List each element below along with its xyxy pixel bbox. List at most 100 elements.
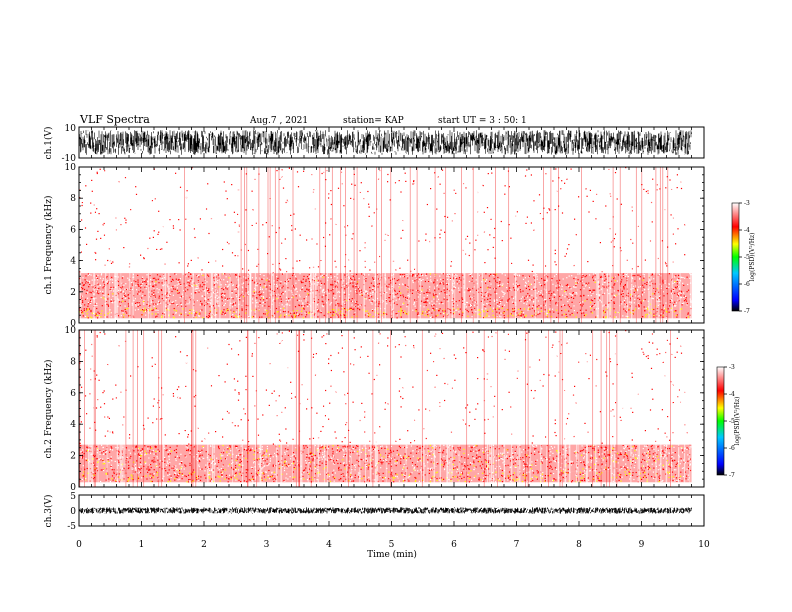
spectrogram-pixel bbox=[151, 215, 153, 217]
spectrogram-pixel bbox=[355, 302, 357, 305]
spectrogram-pixel bbox=[92, 243, 94, 245]
spectrogram-pixel bbox=[102, 284, 104, 287]
spectrogram-pixel bbox=[266, 297, 268, 300]
spectrogram-pixel bbox=[291, 315, 293, 317]
spectrogram-pixel bbox=[663, 310, 665, 312]
spectrogram-pixel bbox=[131, 238, 133, 240]
spectrogram-pixel bbox=[591, 171, 593, 173]
spectrogram-pixel bbox=[167, 308, 169, 310]
spectrogram-pixel bbox=[303, 308, 305, 310]
spectrogram-pixel bbox=[131, 304, 133, 306]
spectrogram-pixel bbox=[385, 268, 387, 270]
spectrogram-pixel bbox=[561, 246, 563, 249]
spectrogram-pixel bbox=[569, 234, 571, 236]
spectrogram-pixel bbox=[353, 308, 355, 310]
spectrogram-pixel bbox=[242, 300, 244, 302]
spectrogram-pixel bbox=[665, 269, 667, 271]
spectrogram-pixel bbox=[412, 187, 414, 189]
spectrogram-pixel bbox=[634, 280, 636, 282]
spectrogram-pixel bbox=[465, 270, 467, 272]
spectrogram-pixel bbox=[503, 188, 505, 190]
spectrogram-pixel bbox=[544, 309, 546, 311]
spectrogram-pixel bbox=[549, 307, 551, 309]
spectrogram-pixel bbox=[82, 269, 84, 271]
spectrogram-pixel bbox=[471, 190, 474, 192]
spectrogram-pixel bbox=[459, 291, 461, 293]
spectrogram-pixel bbox=[639, 216, 641, 218]
spectrogram-pixel bbox=[268, 317, 270, 319]
spectrogram-pixel bbox=[205, 287, 207, 289]
spectrogram-pixel bbox=[321, 305, 323, 307]
spectrogram-pixel bbox=[189, 311, 191, 313]
spectrogram-pixel bbox=[379, 225, 381, 227]
spectrogram-pixel bbox=[503, 207, 505, 209]
spectrogram-pixel bbox=[523, 300, 526, 302]
spectrogram-pixel bbox=[624, 306, 626, 308]
spectrogram-pixel bbox=[446, 273, 449, 276]
spectrogram-pixel bbox=[527, 223, 529, 225]
spectrogram-pixel bbox=[113, 215, 115, 218]
spectrogram-pixel bbox=[223, 279, 225, 281]
spectrogram-pixel bbox=[253, 309, 255, 311]
spectrogram-pixel bbox=[637, 225, 639, 227]
spectrogram-pixel bbox=[684, 181, 687, 183]
spectrogram-pixel bbox=[282, 311, 285, 313]
spectrogram-pixel bbox=[663, 172, 665, 174]
spectrogram-pixel bbox=[428, 310, 430, 312]
spectrogram-pixel bbox=[87, 317, 89, 319]
spectrogram-pixel bbox=[665, 187, 667, 189]
spectrogram-pixel bbox=[414, 280, 416, 282]
spectrogram-pixel bbox=[632, 313, 634, 315]
spectrogram-pixel bbox=[317, 213, 319, 215]
spectrogram-pixel bbox=[604, 292, 606, 294]
spectrogram-pixel bbox=[474, 267, 476, 269]
spectrogram-pixel bbox=[628, 308, 630, 310]
spectrogram-pixel bbox=[355, 283, 357, 285]
spectrogram-pixel bbox=[686, 276, 688, 278]
spectrogram-pixel bbox=[176, 188, 178, 190]
spectrogram-pixel bbox=[220, 284, 222, 286]
spectrogram-pixel bbox=[334, 240, 337, 242]
spectrogram-pixel bbox=[651, 259, 654, 261]
spectrogram-pixel bbox=[325, 291, 327, 293]
spectrogram-pixel bbox=[234, 302, 237, 304]
spectrogram-pixel bbox=[637, 297, 639, 299]
spectrogram-pixel bbox=[151, 293, 153, 295]
spectrogram-pixel bbox=[636, 216, 638, 218]
spectrogram-pixel bbox=[154, 173, 156, 175]
spectrogram-pixel bbox=[335, 234, 337, 237]
spectrogram-pixel bbox=[320, 273, 322, 275]
spectrogram-pixel bbox=[466, 287, 469, 289]
spectrogram-pixel bbox=[358, 277, 360, 280]
spectrogram-pixel bbox=[317, 316, 319, 318]
spectrogram-pixel bbox=[487, 310, 489, 312]
spectrogram-pixel bbox=[684, 197, 686, 199]
spectrogram-pixel bbox=[480, 286, 482, 288]
spectrogram-pixel bbox=[306, 204, 308, 206]
spectrogram-pixel bbox=[429, 212, 432, 214]
spectrogram-pixel bbox=[169, 293, 171, 296]
spectrogram-pixel bbox=[381, 252, 384, 254]
spectrogram-pixel bbox=[201, 273, 203, 275]
spectrogram-pixel bbox=[126, 180, 128, 182]
spectrogram-pixel bbox=[156, 315, 158, 317]
spectrogram-pixel bbox=[86, 308, 88, 310]
spectrogram-pixel bbox=[155, 303, 157, 305]
spectrogram-pixel bbox=[232, 314, 234, 316]
spectrogram-pixel bbox=[213, 277, 215, 279]
spectrogram-pixel bbox=[135, 281, 137, 283]
spectrogram-pixel bbox=[430, 228, 432, 230]
spectrogram-pixel bbox=[525, 315, 527, 317]
spectrogram-pixel bbox=[113, 180, 115, 182]
spectrogram-pixel bbox=[614, 239, 616, 241]
spectrogram-pixel bbox=[86, 289, 88, 291]
spectrogram-pixel bbox=[489, 280, 491, 282]
spectrogram-pixel bbox=[458, 313, 461, 315]
spectrogram-pixel bbox=[372, 233, 374, 235]
spectrogram-pixel bbox=[314, 227, 316, 229]
spectrogram-pixel bbox=[423, 205, 425, 207]
spectrogram-pixel bbox=[84, 298, 87, 300]
spectrogram-pixel bbox=[121, 223, 123, 225]
spectrogram-pixel bbox=[579, 219, 581, 221]
spectrogram-pixel bbox=[519, 275, 521, 277]
